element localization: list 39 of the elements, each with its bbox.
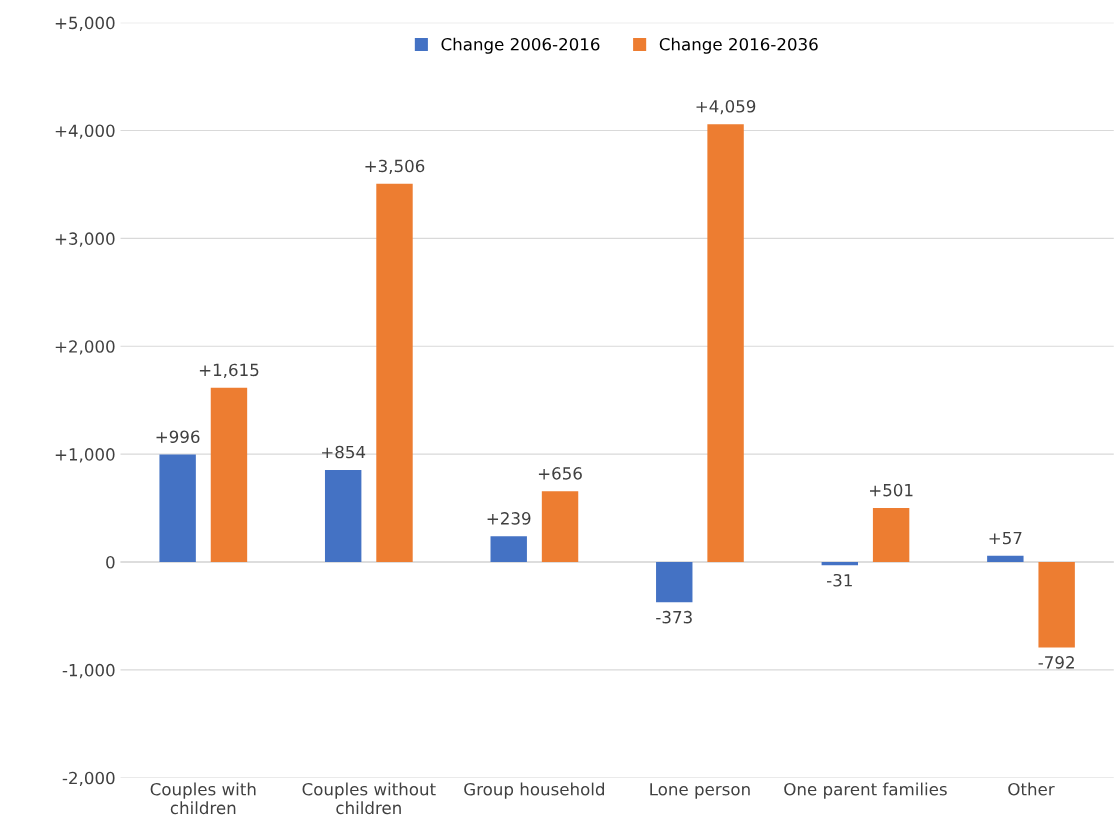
- bar: [1038, 562, 1075, 648]
- data-label: +656: [538, 467, 582, 480]
- data-label: +3,506: [365, 159, 425, 174]
- y-tick-label: +2,000: [55, 340, 115, 355]
- legend-label: Change 2016-2036: [659, 37, 818, 54]
- x-tick-label: Lone person: [650, 783, 750, 799]
- y-tick-label: -2,000: [62, 771, 115, 787]
- x-tick-label: Group household: [464, 782, 604, 799]
- data-label: -792: [1038, 656, 1074, 669]
- bar: [656, 562, 693, 603]
- bar: [376, 183, 413, 563]
- x-tick-label: Couples without children: [302, 782, 436, 815]
- bar: [987, 555, 1024, 563]
- data-label: +854: [322, 445, 366, 459]
- data-label: -31: [827, 573, 852, 587]
- bar: [159, 454, 196, 563]
- data-label: +996: [156, 430, 200, 444]
- bar: [541, 491, 579, 563]
- x-tick-label: Other: [1008, 782, 1055, 796]
- data-label: +1,615: [199, 363, 259, 378]
- legend-label: Change 2006-2016: [441, 37, 600, 54]
- y-tick-label: -1,000: [62, 663, 115, 679]
- data-label: +57: [989, 531, 1022, 545]
- bar: [490, 536, 527, 563]
- x-tick-label: Couples with children: [150, 782, 256, 815]
- bar: [324, 469, 362, 563]
- data-label: -373: [656, 610, 692, 624]
- bar: [872, 507, 910, 563]
- x-tick-label: One parent families: [784, 782, 947, 799]
- y-tick-label: +3,000: [55, 232, 115, 247]
- bar: [210, 387, 248, 563]
- y-tick-label: +1,000: [55, 448, 115, 463]
- data-label: +4,059: [696, 99, 756, 115]
- y-tick-label: 0: [106, 555, 115, 569]
- y-tick-label: +5,000: [55, 16, 115, 31]
- data-label: +501: [869, 483, 913, 497]
- bar: [707, 124, 744, 563]
- data-label: +239: [487, 512, 531, 525]
- y-tick-label: +4,000: [55, 124, 115, 139]
